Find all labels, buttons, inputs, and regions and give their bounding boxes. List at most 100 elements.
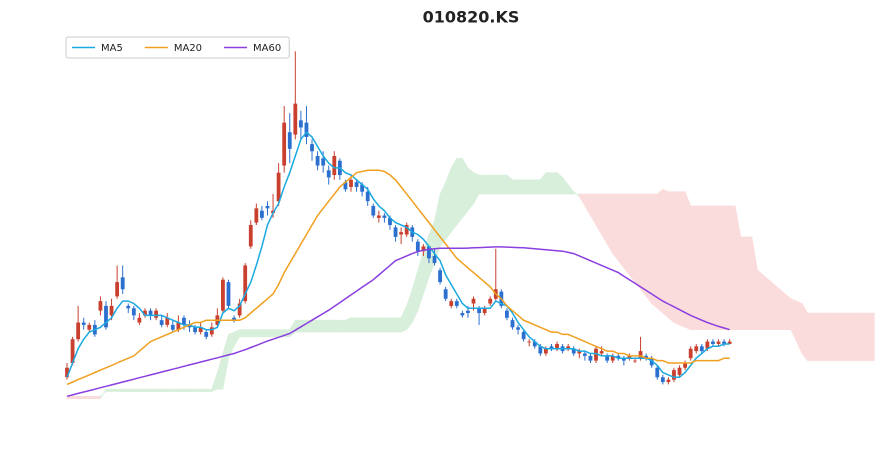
candle-body xyxy=(109,305,114,316)
candle-body xyxy=(705,341,710,349)
candle-body xyxy=(81,322,86,325)
cloud-segment xyxy=(790,298,797,342)
candle-body xyxy=(237,303,242,316)
candle-body xyxy=(365,191,370,202)
cloud-segment xyxy=(751,236,758,330)
cloud-segment xyxy=(361,317,369,333)
candle-body xyxy=(415,241,420,252)
cloud-segment xyxy=(679,191,686,328)
cloud-segment xyxy=(857,312,864,361)
candle-body xyxy=(454,301,459,306)
cloud-segment xyxy=(222,334,229,390)
cloud-segment xyxy=(411,270,419,323)
cloud-segment xyxy=(333,319,341,333)
candle-body xyxy=(655,367,660,378)
cloud-segment xyxy=(239,329,246,338)
candle-body xyxy=(449,301,454,306)
cloud-segment xyxy=(640,193,647,298)
cloud-segment xyxy=(801,302,808,362)
cloud-segment xyxy=(478,174,485,195)
candle-body xyxy=(644,355,649,359)
cloud-segment xyxy=(796,300,803,354)
cloud-segment xyxy=(495,174,502,195)
cloud-segment xyxy=(450,157,458,234)
cloud-segment xyxy=(734,205,742,330)
cloud-segment xyxy=(740,236,747,330)
cloud-segment xyxy=(807,312,814,361)
cloud-segment xyxy=(862,312,870,361)
candle-body xyxy=(594,348,598,361)
candle-body xyxy=(332,156,337,176)
candle-body xyxy=(170,324,175,330)
candle-body xyxy=(159,320,164,325)
cloud-segment xyxy=(840,312,847,361)
candle-body xyxy=(304,122,309,137)
candle-body xyxy=(443,289,448,299)
cloud-segment xyxy=(534,179,541,195)
cloud-segment xyxy=(712,205,719,330)
cloud-segment xyxy=(200,388,207,392)
cloud-segment xyxy=(378,317,385,333)
cloud-segment xyxy=(88,396,96,399)
cloud-segment xyxy=(629,193,636,283)
cloud-segment xyxy=(256,329,263,338)
candle-body xyxy=(505,310,509,318)
candle-body xyxy=(666,379,671,383)
cloud-segment xyxy=(311,319,318,333)
cloud-segment xyxy=(178,388,185,392)
cloud-segment xyxy=(144,388,151,392)
cloud-segment xyxy=(105,388,112,392)
cloud-segment xyxy=(183,388,190,392)
cloud-segment xyxy=(267,329,274,338)
cloud-segment xyxy=(77,396,85,399)
candle-body xyxy=(471,298,476,304)
candle-body xyxy=(76,322,81,340)
candle-body xyxy=(388,217,392,225)
candle-body xyxy=(298,120,303,128)
cloud-segment xyxy=(501,174,508,195)
cloud-segment xyxy=(289,319,296,338)
candle-body xyxy=(115,282,120,297)
cloud-segment xyxy=(72,396,79,399)
cloud-segment xyxy=(350,317,357,333)
candle-body xyxy=(521,332,526,340)
candle-body xyxy=(376,215,381,218)
cloud-segment xyxy=(645,193,652,305)
cloud-segment xyxy=(590,193,597,227)
cloud-segment xyxy=(356,317,363,333)
cloud-segment xyxy=(517,179,524,195)
candle-body xyxy=(321,158,326,166)
candle-body xyxy=(482,308,487,314)
cloud-segment xyxy=(723,205,730,330)
candle-body xyxy=(248,225,253,247)
legend-label: MA20 xyxy=(174,43,202,54)
legend-label: MA60 xyxy=(253,43,281,54)
cloud-segment xyxy=(328,319,335,333)
candle-body xyxy=(221,279,225,311)
cloud-segment xyxy=(623,193,630,276)
candle-body xyxy=(404,225,409,235)
cloud-segment xyxy=(512,179,519,195)
candle-body xyxy=(543,348,548,354)
candle-body xyxy=(209,327,214,335)
candle-body xyxy=(287,132,292,149)
cloud-segment xyxy=(172,388,179,392)
cloud-segment xyxy=(729,205,736,330)
cloud-segment xyxy=(133,388,140,392)
cloud-segment xyxy=(94,396,101,399)
cloud-segment xyxy=(400,305,407,333)
cloud-segment xyxy=(707,205,714,330)
cloud-segment xyxy=(601,193,608,246)
candle-body xyxy=(310,144,314,152)
ma-line xyxy=(66,131,730,379)
cloud-segment xyxy=(562,176,569,195)
candle-body xyxy=(610,355,615,361)
cloud-segment xyxy=(851,312,859,361)
cloud-segment xyxy=(250,329,257,338)
candle-body xyxy=(438,270,442,283)
candle-body xyxy=(148,310,153,316)
cloud-segment xyxy=(372,317,380,333)
chart-title: 010820.KS xyxy=(423,8,520,27)
cloud-segment xyxy=(718,205,725,330)
candle-body xyxy=(549,346,554,349)
